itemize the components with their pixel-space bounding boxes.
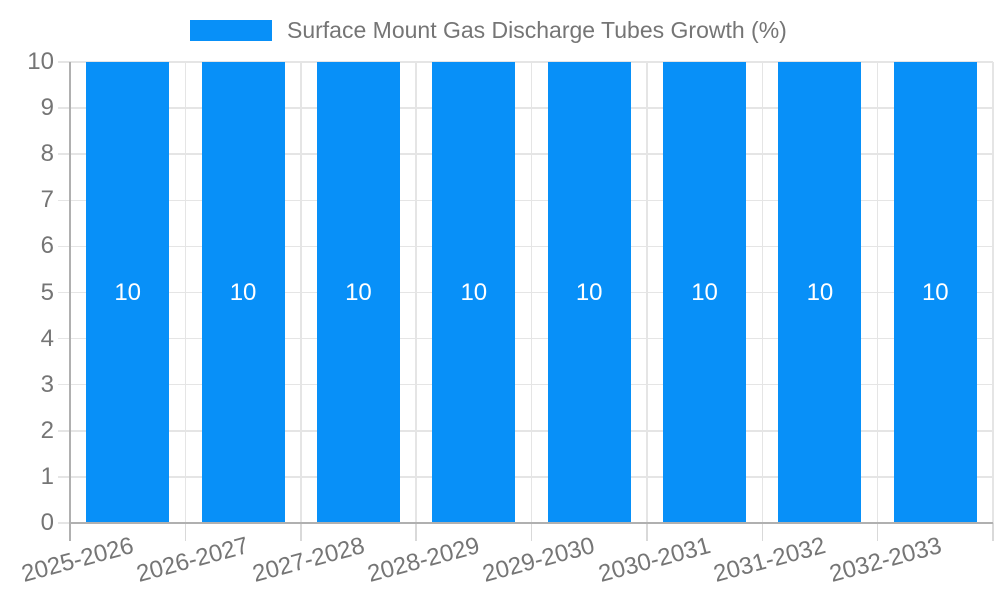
- x-axis-category-label: 2026-2027: [133, 532, 252, 588]
- x-axis-tick: [876, 523, 879, 541]
- bar-value-label: 10: [691, 278, 718, 306]
- y-axis-tick: [58, 107, 70, 109]
- bar-2025-2026[interactable]: 10: [86, 62, 170, 523]
- bar-2026-2027[interactable]: 10: [201, 62, 285, 523]
- x-axis-tick: [761, 523, 763, 541]
- x-axis-category-label: 2027-2028: [249, 532, 368, 588]
- x-axis-tick: [530, 523, 533, 541]
- x-axis-tick: [300, 523, 302, 541]
- x-axis-category-label: 2029-2030: [480, 532, 598, 588]
- bar-2027-2028[interactable]: 10: [316, 62, 400, 523]
- y-axis-tick: [58, 522, 70, 524]
- x-axis-tick: [992, 523, 994, 541]
- x-axis-category-label: 2031-2032: [710, 532, 829, 588]
- y-axis-tick: [58, 430, 70, 432]
- gridline-x-boundary: [184, 62, 187, 523]
- y-axis-tick-label: 1: [40, 462, 54, 490]
- bar-value-label: 10: [345, 278, 372, 306]
- bar-value-label: 10: [229, 278, 257, 306]
- gridline-x-boundary: [876, 62, 879, 523]
- x-axis-category-label: 2032-2033: [826, 532, 945, 588]
- bar-value-label: 10: [806, 278, 834, 306]
- y-axis-tick: [58, 245, 70, 248]
- x-axis-tick: [184, 523, 187, 541]
- y-axis-tick-label: 8: [40, 140, 54, 168]
- bar-2031-2032[interactable]: 10: [778, 62, 862, 523]
- x-axis-category-label: 2028-2029: [364, 532, 483, 588]
- x-axis-line: [70, 522, 993, 524]
- bar-value-label: 10: [114, 278, 142, 306]
- x-axis-category-label: 2025-2026: [18, 532, 137, 588]
- bar-2030-2031[interactable]: 10: [663, 62, 747, 523]
- y-axis-tick: [58, 337, 70, 340]
- bar-2032-2033[interactable]: 10: [893, 62, 977, 523]
- y-axis-tick: [58, 476, 70, 478]
- y-axis-tick: [58, 61, 70, 63]
- y-axis-tick-label: 10: [27, 48, 54, 75]
- bar-value-label: 10: [575, 278, 603, 306]
- y-axis-tick: [58, 199, 70, 202]
- legend-swatch: [190, 19, 272, 41]
- y-axis-tick-label: 7: [40, 186, 54, 214]
- y-axis-tick: [58, 291, 70, 294]
- y-axis-tick-label: 2: [40, 416, 54, 444]
- gridline-x-boundary: [646, 62, 648, 523]
- y-axis-line: [69, 62, 71, 541]
- y-axis-tick-label: 6: [40, 232, 54, 260]
- y-axis-tick: [58, 153, 70, 155]
- y-axis-tick-label: 3: [40, 370, 54, 398]
- y-axis-tick-label: 9: [40, 94, 54, 122]
- legend-item[interactable]: Surface Mount Gas Discharge Tubes Growth…: [190, 17, 787, 43]
- y-axis-tick-label: 5: [40, 278, 54, 306]
- bar-value-label: 10: [460, 278, 488, 306]
- bar-value-label: 10: [921, 278, 949, 306]
- gridline-x-boundary: [992, 62, 994, 523]
- bar-2029-2030[interactable]: 10: [547, 62, 631, 523]
- gridline-x-boundary: [530, 62, 533, 523]
- x-axis-tick: [415, 523, 417, 541]
- bar-2028-2029[interactable]: 10: [432, 62, 516, 523]
- y-axis-tick-label: 4: [40, 324, 54, 352]
- y-axis-tick-label: 0: [40, 509, 54, 536]
- gridline-x-boundary: [415, 62, 417, 523]
- plot-area: 0 1 2 3 4 5 6 7 8 9 10 10 10 10 10 10 10 10 10 2025-2026 202…: [19, 48, 994, 588]
- gridline-x-boundary: [761, 62, 763, 523]
- x-axis-category-label: 2030-2031: [595, 532, 714, 588]
- gridline-x-boundary: [300, 62, 302, 523]
- y-axis-tick: [58, 383, 70, 386]
- legend-label: Surface Mount Gas Discharge Tubes Growth…: [287, 17, 787, 43]
- x-axis-tick: [646, 523, 648, 541]
